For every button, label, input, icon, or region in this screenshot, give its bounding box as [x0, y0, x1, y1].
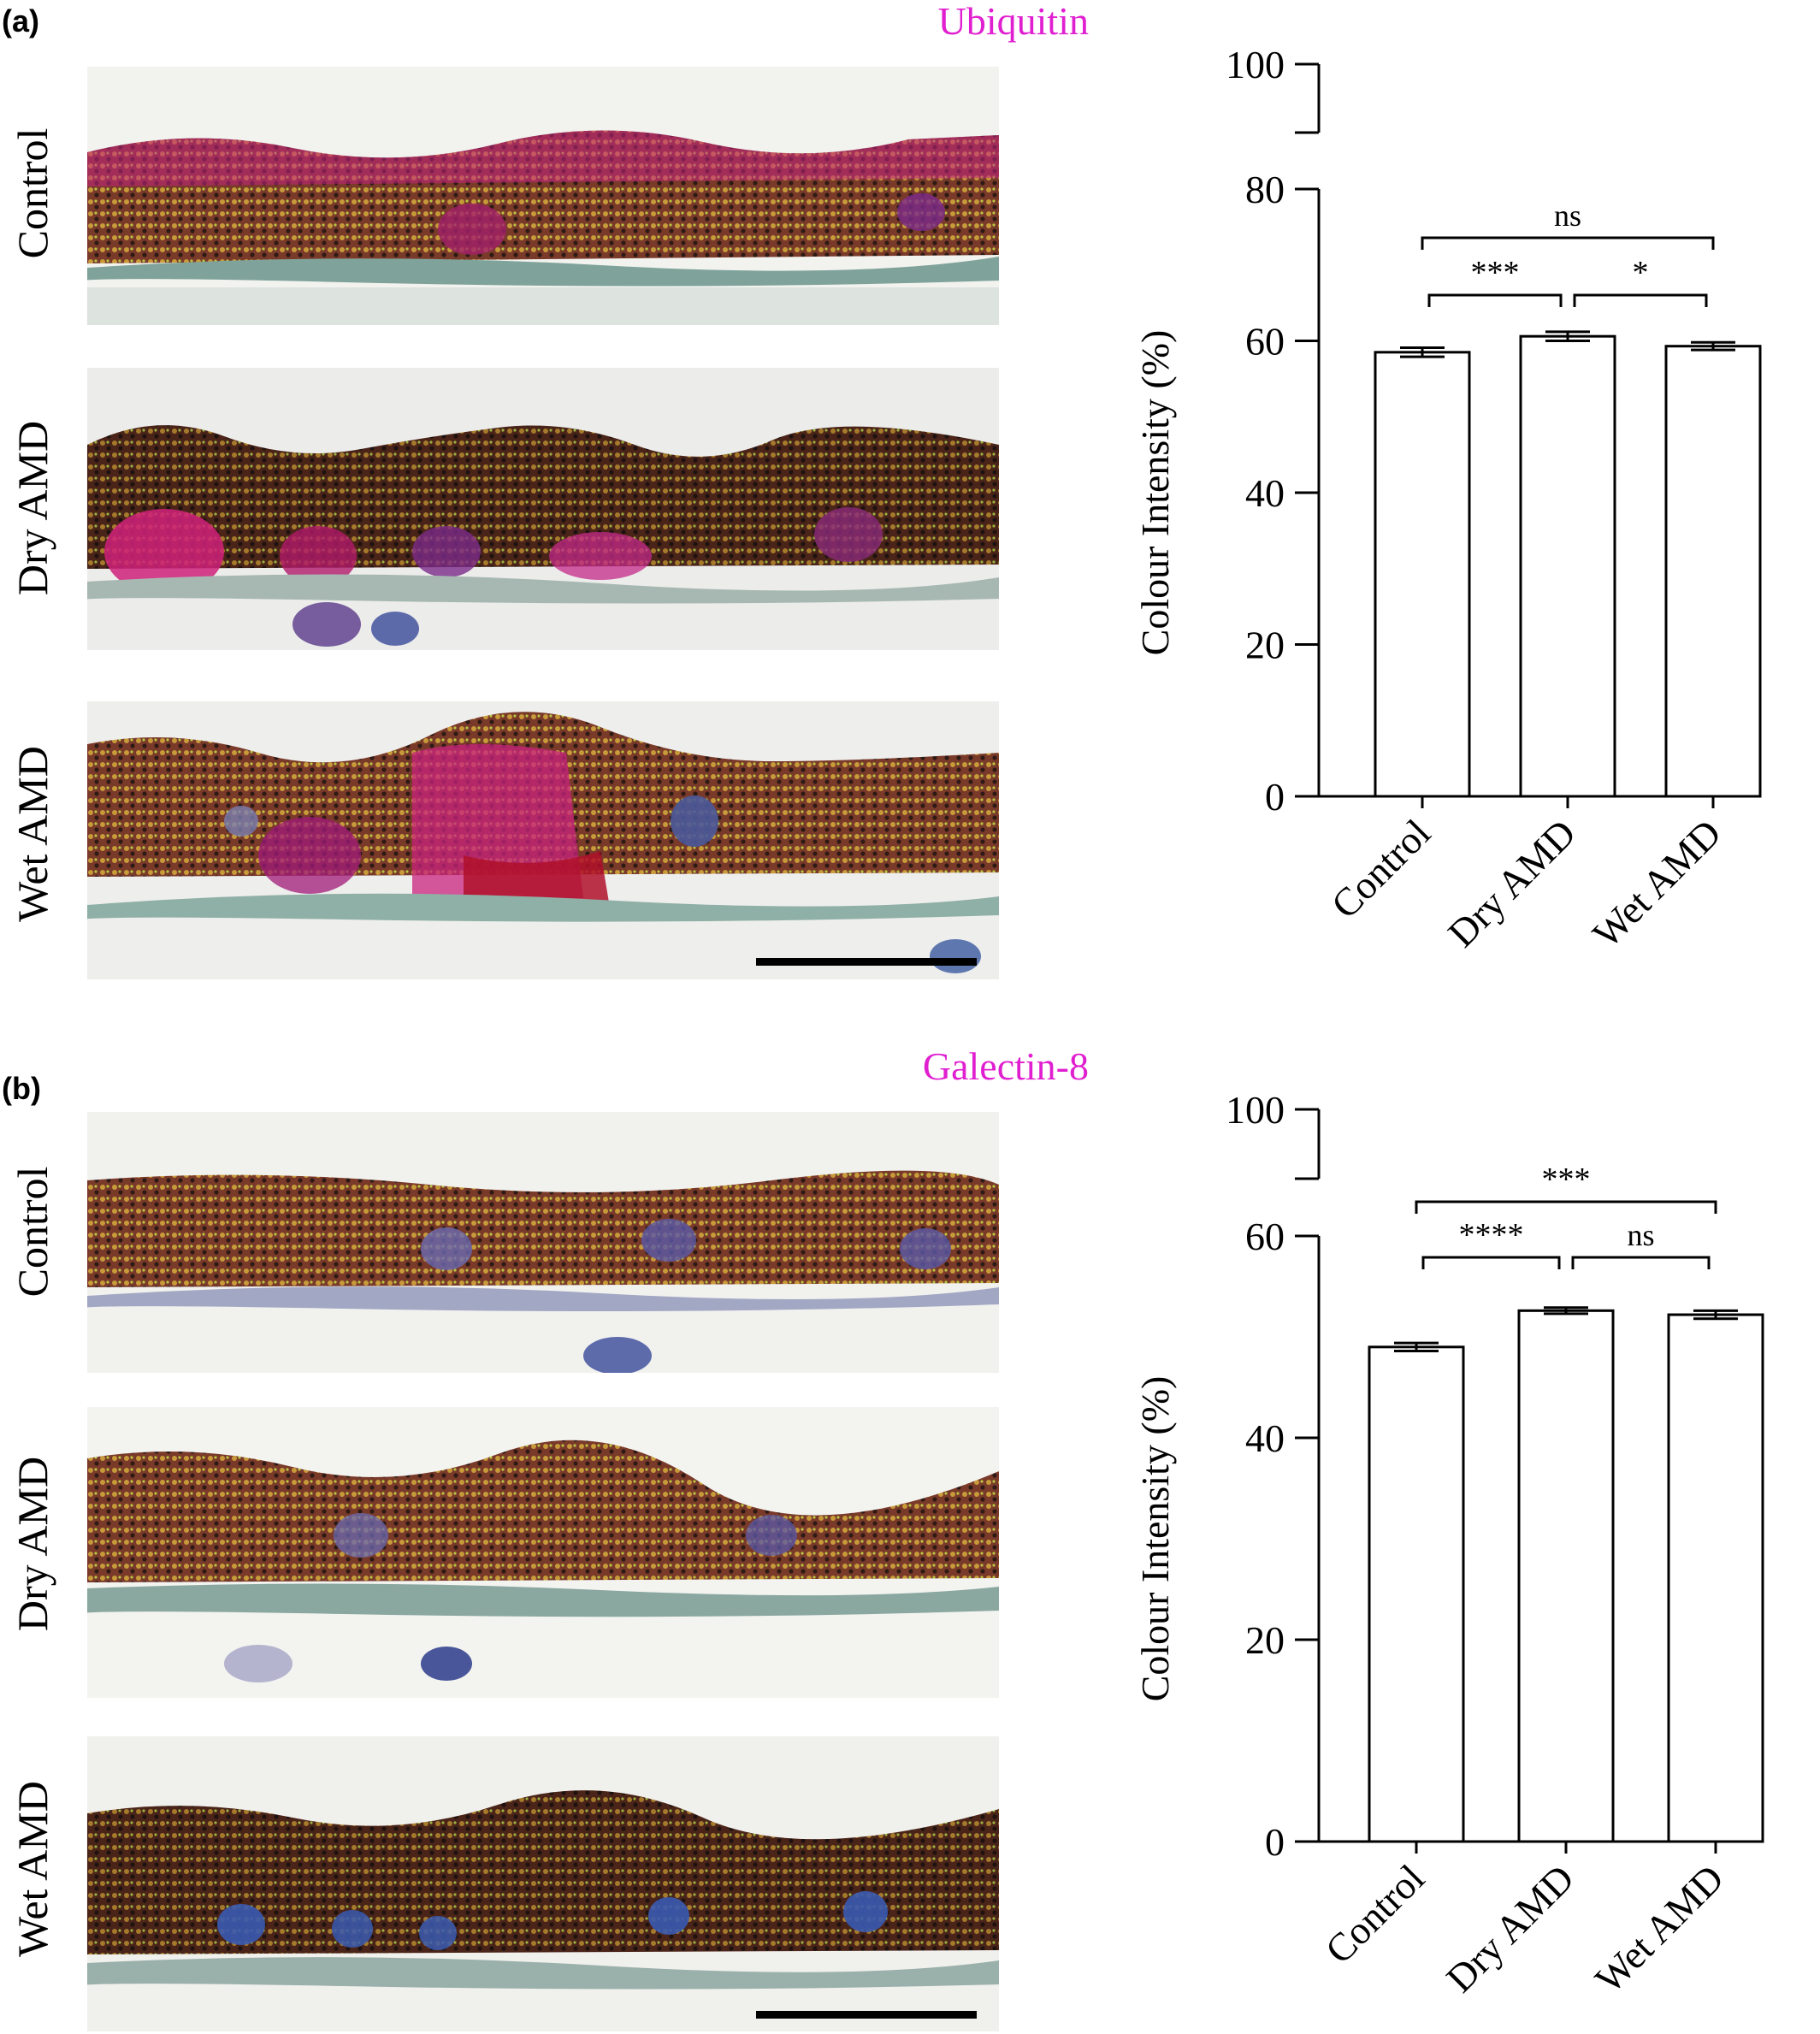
panel-b-micrograph-wet: [87, 1736, 999, 2031]
significance-label: *: [1633, 255, 1649, 291]
y-tick-label: 100: [1226, 1088, 1285, 1132]
panel-b-row-label-dry: Dry AMD: [9, 1456, 56, 1632]
bar: [1374, 351, 1471, 798]
significance-bracket: [1571, 1256, 1711, 1269]
x-tick-label: Dry AMD: [1439, 811, 1584, 955]
panel-b-row-label-wet: Wet AMD: [9, 1781, 56, 1957]
significance-label: ****: [1459, 1217, 1524, 1253]
y-tick-label: 0: [1265, 1820, 1285, 1864]
significance-bracket: [1573, 293, 1708, 307]
x-tick-label: Wet AMD: [1584, 811, 1729, 956]
panel-a-micrograph-dry: [87, 368, 999, 650]
y-tick-label: 20: [1245, 624, 1285, 667]
significance-bracket: [1421, 1256, 1561, 1269]
x-tick-label: Wet AMD: [1587, 1856, 1732, 2001]
x-tick-label: Dry AMD: [1438, 1856, 1582, 2001]
panel-a-row-label-dry: Dry AMD: [9, 420, 56, 596]
panel-b-letter: (b): [2, 1071, 41, 1106]
y-axis-label: Colour Intensity (%): [1133, 330, 1177, 656]
panel-b-bar-chart: 0 20 40 60 100 Colour Intensity (%) Control Dry…: [1133, 1088, 1764, 2001]
significance-label: ns: [1627, 1218, 1654, 1252]
y-tick-label: 20: [1245, 1618, 1285, 1662]
bar: [1664, 345, 1762, 798]
y-tick-label: 40: [1245, 471, 1285, 515]
bar: [1519, 334, 1616, 798]
bar: [1667, 1313, 1764, 1843]
significance-label: ***: [1471, 255, 1520, 291]
y-tick-label: 100: [1226, 43, 1285, 86]
panel-a-letter: (a): [2, 3, 39, 38]
significance-bracket: [1427, 293, 1563, 307]
y-tick-label: 80: [1245, 168, 1285, 211]
panel-a-row-label-control: Control: [9, 127, 56, 259]
y-tick-label: 0: [1265, 775, 1285, 819]
panel-b-micrograph-control: [87, 1112, 999, 1373]
significance-bracket: [1415, 1200, 1717, 1214]
panel-b-row-label-control: Control: [9, 1166, 56, 1298]
significance-label: ns: [1554, 198, 1581, 233]
panel-a-row-label-wet: Wet AMD: [9, 746, 56, 922]
significance-label: ***: [1542, 1162, 1591, 1197]
y-axis-label: Colour Intensity (%): [1133, 1376, 1177, 1702]
significance-bracket: [1421, 236, 1715, 250]
panel-a-bar-chart: 0 20 40 60 80 100 Colour Intensity (%) Control D…: [1133, 43, 1762, 956]
panel-b-stain-title: Galectin-8: [922, 1044, 1089, 1088]
panel-a-stain-title: Ubiquitin: [937, 0, 1089, 43]
x-tick-label: Control: [1323, 811, 1439, 926]
y-tick-label: 60: [1245, 1215, 1285, 1258]
panel-a-micrograph-control: [87, 67, 999, 325]
panel-b-scale-bar: [756, 2011, 977, 2019]
panel-a-micrograph-wet: [87, 701, 999, 979]
panel-a-scale-bar: [756, 958, 977, 966]
panel-b-micrograph-dry: [87, 1407, 999, 1698]
bar: [1517, 1309, 1615, 1843]
x-tick-label: Control: [1317, 1856, 1433, 1972]
y-tick-label: 60: [1245, 320, 1285, 364]
y-tick-label: 40: [1245, 1416, 1285, 1460]
bar: [1368, 1345, 1465, 1843]
